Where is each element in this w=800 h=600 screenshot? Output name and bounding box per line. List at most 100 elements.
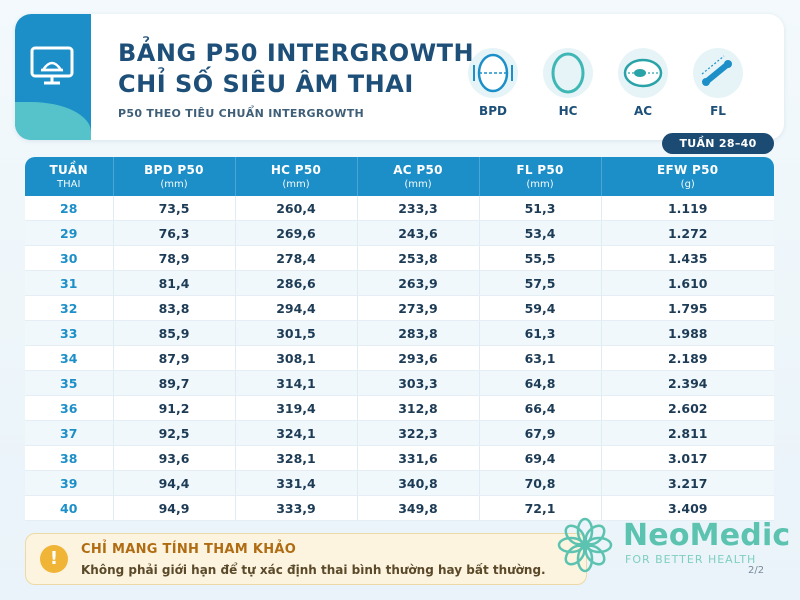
cell-ac: 303,3 <box>357 370 480 396</box>
cell-ac: 331,6 <box>357 445 480 471</box>
cell-efw: 1.119 <box>601 196 774 221</box>
cell-efw: 2.811 <box>601 420 774 446</box>
cell-ac: 263,9 <box>357 270 480 296</box>
table-body: 28 73,5 260,4 233,3 51,3 1.119 29 76,3 269,6 243,… <box>25 196 774 521</box>
cell-efw: 3.017 <box>601 445 774 471</box>
monitor-ultrasound-icon <box>30 46 74 85</box>
measure-label-fl: FL <box>710 104 726 118</box>
cell-efw: 2.394 <box>601 370 774 396</box>
measure-bpd: BPD <box>467 48 519 118</box>
table-row: 35 89,7 314,1 303,3 64,8 2.394 <box>25 370 774 396</box>
page-subtitle: P50 THEO TIÊU CHUẨN INTERGROWTH <box>118 107 365 120</box>
cell-week: 35 <box>25 370 114 396</box>
cell-ac: 233,3 <box>357 196 480 221</box>
column-header-hc: HC P50 (mm) <box>235 157 358 196</box>
cell-efw: 2.189 <box>601 345 774 371</box>
cell-efw: 3.217 <box>601 470 774 496</box>
fl-femur-icon <box>701 55 732 86</box>
brand-wave <box>15 102 91 140</box>
cell-ac: 243,6 <box>357 220 480 246</box>
cell-fl: 67,9 <box>479 420 602 446</box>
cell-week: 29 <box>25 220 114 246</box>
cell-hc: 333,9 <box>235 495 358 521</box>
cell-fl: 59,4 <box>479 295 602 321</box>
table-row: 37 92,5 324,1 322,3 67,9 2.811 <box>25 420 774 446</box>
cell-bpd: 91,2 <box>113 395 236 421</box>
cell-fl: 51,3 <box>479 196 602 221</box>
cell-fl: 61,3 <box>479 320 602 346</box>
cell-fl: 55,5 <box>479 245 602 271</box>
table-row: 38 93,6 328,1 331,6 69,4 3.017 <box>25 445 774 471</box>
hc-head-circumference-icon <box>551 52 585 94</box>
cell-ac: 322,3 <box>357 420 480 446</box>
table-row: 33 85,9 301,5 283,8 61,3 1.988 <box>25 320 774 346</box>
cell-hc: 324,1 <box>235 420 358 446</box>
table-row: 30 78,9 278,4 253,8 55,5 1.435 <box>25 245 774 271</box>
cell-efw: 2.602 <box>601 395 774 421</box>
cell-hc: 278,4 <box>235 245 358 271</box>
cell-efw: 1.610 <box>601 270 774 296</box>
column-header-efw: EFW P50 (g) <box>601 157 774 196</box>
cell-ac: 253,8 <box>357 245 480 271</box>
cell-ac: 349,8 <box>357 495 480 521</box>
brand-tagline: FOR BETTER HEALTH <box>625 553 757 566</box>
cell-fl: 69,4 <box>479 445 602 471</box>
cell-bpd: 81,4 <box>113 270 236 296</box>
page-number: 2/2 <box>748 565 765 576</box>
cell-bpd: 76,3 <box>113 220 236 246</box>
note-title: CHỈ MANG TÍNH THAM KHẢO <box>81 542 297 557</box>
column-header-ac: AC P50 (mm) <box>357 157 480 196</box>
cell-hc: 269,6 <box>235 220 358 246</box>
page-title-line-2: CHỈ SỐ SIÊU ÂM THAI <box>118 70 414 98</box>
cell-week: 30 <box>25 245 114 271</box>
table-row: 28 73,5 260,4 233,3 51,3 1.119 <box>25 196 774 221</box>
table-row: 36 91,2 319,4 312,8 66,4 2.602 <box>25 395 774 421</box>
ac-abdomen-icon <box>623 58 663 88</box>
cell-week: 28 <box>25 196 114 221</box>
cell-hc: 294,4 <box>235 295 358 321</box>
cell-fl: 70,8 <box>479 470 602 496</box>
cell-bpd: 94,4 <box>113 470 236 496</box>
measure-fl: FL <box>692 48 744 118</box>
cell-bpd: 73,5 <box>113 196 236 221</box>
header-card: BẢNG P50 INTERGROWTH CHỈ SỐ SIÊU ÂM THAI… <box>15 14 784 140</box>
cell-bpd: 92,5 <box>113 420 236 446</box>
cell-week: 39 <box>25 470 114 496</box>
cell-ac: 293,6 <box>357 345 480 371</box>
cell-bpd: 87,9 <box>113 345 236 371</box>
table-row: 31 81,4 286,6 263,9 57,5 1.610 <box>25 270 774 296</box>
cell-efw: 1.988 <box>601 320 774 346</box>
week-range-badge: TUẦN 28–40 <box>662 133 774 154</box>
cell-week: 31 <box>25 270 114 296</box>
table-row: 39 94,4 331,4 340,8 70,8 3.217 <box>25 470 774 496</box>
cell-hc: 286,6 <box>235 270 358 296</box>
cell-fl: 72,1 <box>479 495 602 521</box>
cell-bpd: 89,7 <box>113 370 236 396</box>
brand-name: NeoMedic <box>623 518 791 553</box>
cell-bpd: 85,9 <box>113 320 236 346</box>
cell-fl: 64,8 <box>479 370 602 396</box>
p50-table: TUẦN THAI BPD P50 (mm) HC P50 (mm) AC P50 (m… <box>25 157 774 521</box>
measure-hc: HC <box>542 48 594 118</box>
cell-week: 32 <box>25 295 114 321</box>
cell-fl: 66,4 <box>479 395 602 421</box>
cell-hc: 331,4 <box>235 470 358 496</box>
cell-hc: 260,4 <box>235 196 358 221</box>
measure-label-hc: HC <box>558 104 578 118</box>
cell-hc: 314,1 <box>235 370 358 396</box>
table-header-row: TUẦN THAI BPD P50 (mm) HC P50 (mm) AC P50 (m… <box>25 157 774 196</box>
column-header-bpd: BPD P50 (mm) <box>113 157 236 196</box>
column-header-week: TUẦN THAI <box>25 157 114 196</box>
cell-bpd: 83,8 <box>113 295 236 321</box>
cell-hc: 319,4 <box>235 395 358 421</box>
note-text: Không phải giới hạn để tự xác định thai … <box>81 563 546 577</box>
cell-week: 33 <box>25 320 114 346</box>
cell-fl: 53,4 <box>479 220 602 246</box>
reference-note: ! CHỈ MANG TÍNH THAM KHẢO Không phải giớ… <box>25 533 587 585</box>
cell-efw: 1.272 <box>601 220 774 246</box>
cell-ac: 273,9 <box>357 295 480 321</box>
cell-bpd: 93,6 <box>113 445 236 471</box>
flower-logo-icon <box>557 517 613 573</box>
cell-week: 40 <box>25 495 114 521</box>
cell-ac: 283,8 <box>357 320 480 346</box>
